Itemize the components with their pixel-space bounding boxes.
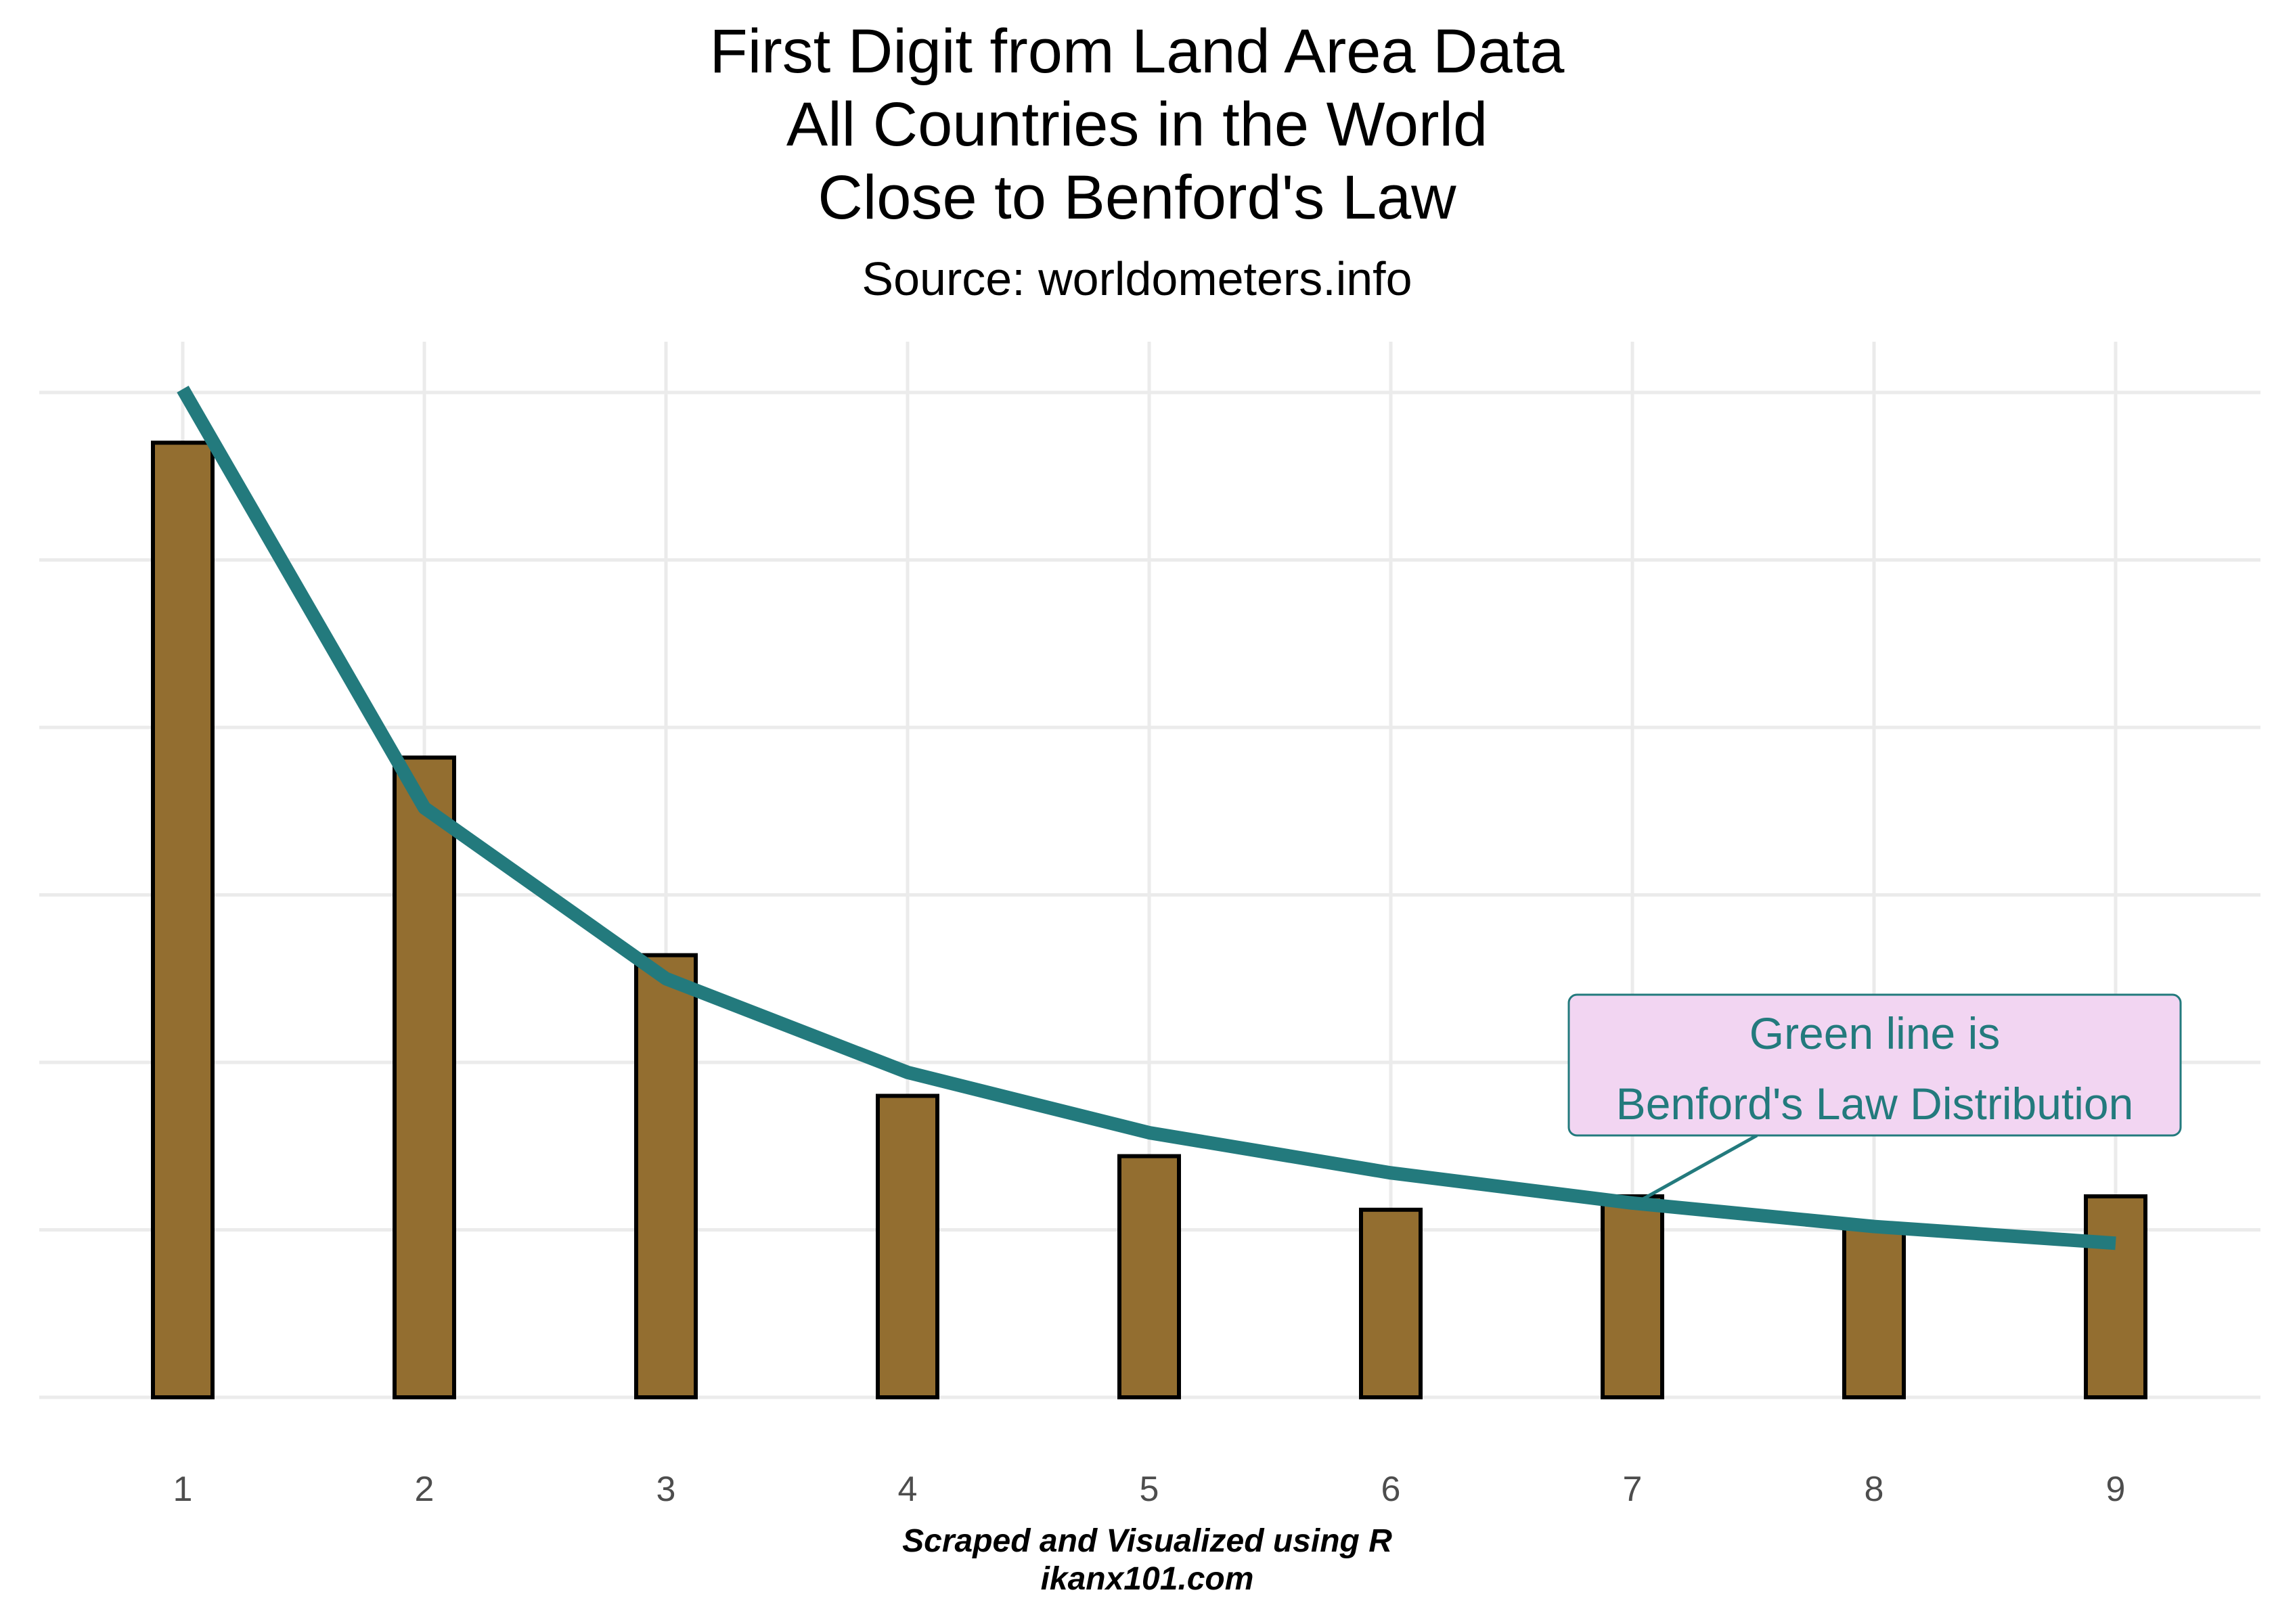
bars [151, 441, 2147, 1400]
bar [2084, 1194, 2147, 1399]
x-tick-label: 8 [1865, 1470, 1884, 1509]
x-tick-label: 2 [415, 1470, 434, 1509]
annotation-connector [1639, 1133, 1758, 1202]
x-axis-ticks: 1 2 3 4 5 6 7 8 9 [173, 1470, 2126, 1509]
x-tick-label: 3 [656, 1470, 676, 1509]
title-line-3: Close to Benford's Law [818, 163, 1456, 232]
x-tick-label: 1 [173, 1470, 193, 1509]
annotation-box [1567, 993, 2182, 1137]
x-tick-label: 4 [898, 1470, 918, 1509]
benford-line [177, 386, 2116, 1250]
bar [1842, 1224, 1906, 1400]
benford-line-layer [177, 386, 2116, 1250]
annotation-text-line: Benford's Law Distribution [1616, 1079, 2134, 1129]
caption-line-1: Scraped and Visualized using R [902, 1523, 1392, 1559]
annotation: Green line is Benford's Law Distribution [1567, 993, 2182, 1202]
x-tick-label: 9 [2106, 1470, 2126, 1509]
title-line-1: First Digit from Land Area Data [709, 17, 1565, 86]
chart-title: First Digit from Land Area Data All Coun… [0, 15, 2274, 234]
bar [1601, 1194, 1664, 1399]
bar [1359, 1207, 1423, 1400]
bar [876, 1093, 939, 1399]
bar [151, 441, 215, 1399]
caption: Scraped and Visualized using R ikanx101.… [0, 1522, 2274, 1598]
bar [393, 755, 456, 1400]
x-tick-label: 5 [1140, 1470, 1159, 1509]
annotation-text-line: Green line is [1749, 1008, 2001, 1058]
bar [634, 953, 698, 1399]
x-tick-label: 6 [1381, 1470, 1401, 1509]
bar [1117, 1154, 1181, 1399]
title-line-2: All Countries in the World [786, 90, 1488, 159]
chart-subtitle: Source: worldometers.info [862, 252, 1412, 305]
x-tick-label: 7 [1623, 1470, 1643, 1509]
caption-line-2: ikanx101.com [1040, 1561, 1254, 1597]
